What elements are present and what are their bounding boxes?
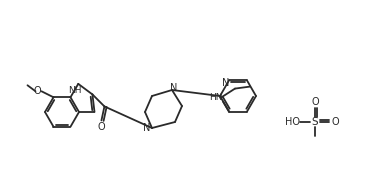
Text: S: S xyxy=(312,117,318,127)
Text: N: N xyxy=(222,78,230,88)
Text: N: N xyxy=(170,83,178,93)
Text: N: N xyxy=(143,123,151,133)
Text: O: O xyxy=(331,117,339,127)
Text: O: O xyxy=(98,122,105,132)
Text: O: O xyxy=(311,97,319,107)
Text: O: O xyxy=(34,86,41,96)
Text: NH: NH xyxy=(69,86,82,95)
Text: HN: HN xyxy=(209,93,223,102)
Text: HO: HO xyxy=(286,117,301,127)
